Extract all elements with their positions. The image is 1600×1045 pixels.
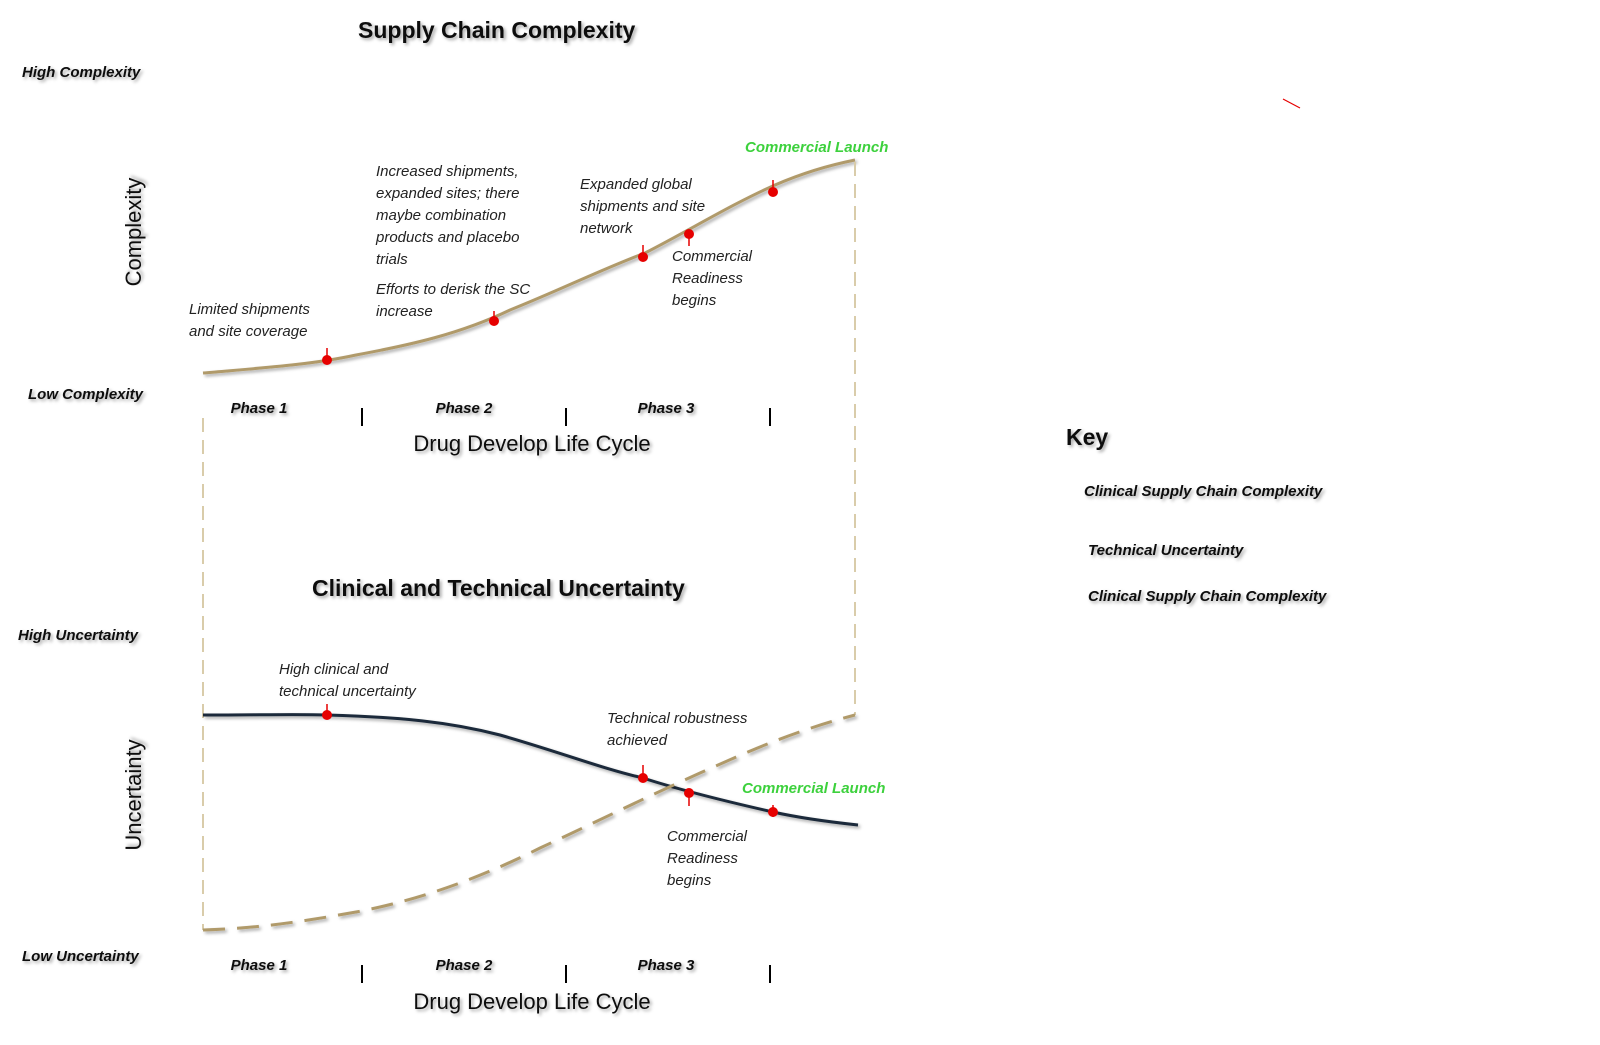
- top-complexity-curve: [202, 158, 856, 375]
- bottom-complexity-dashed-curve: [202, 713, 856, 932]
- top-y-high-label: High Complexity: [22, 64, 141, 81]
- bottom-uncertainty-curve: [202, 713, 859, 827]
- bottom-phase-1-label: Phase 1: [231, 957, 288, 974]
- bottom-phase-2-label: Phase 2: [436, 957, 493, 974]
- bottom-launch-label: Commercial Launch: [742, 780, 885, 797]
- bottom-annotation-high-uncertainty: High clinical and technical uncertainty: [279, 661, 417, 700]
- top-y-axis-label: Complexity: [121, 178, 146, 287]
- top-milestone-marker: [322, 348, 332, 365]
- bottom-y-high-label: High Uncertainty: [18, 627, 139, 644]
- bottom-chart: Clinical and Technical Uncertainty High …: [18, 575, 902, 1018]
- stray-red-mark: [1282, 98, 1301, 109]
- top-milestone-marker: [768, 180, 778, 197]
- top-chart: Supply Chain Complexity High Complexity …: [22, 17, 902, 462]
- key-item-label: Clinical Supply Chain Complexity: [1084, 483, 1323, 500]
- bottom-milestone-marker: [322, 704, 332, 720]
- top-phase-3-label: Phase 3: [638, 400, 695, 417]
- top-x-axis-label: Drug Develop Life Cycle: [413, 431, 650, 456]
- bottom-y-axis-label: Uncertainty: [121, 739, 146, 850]
- top-annotation-limited-shipments: Limited shipments and site coverage: [189, 301, 314, 340]
- top-launch-label: Commercial Launch: [745, 139, 888, 156]
- top-annotation-expanded-global: Expanded global shipments and site netwo…: [580, 176, 709, 237]
- bottom-milestone-marker: [768, 805, 778, 817]
- top-milestone-marker: [638, 245, 648, 262]
- top-y-low-label: Low Complexity: [28, 386, 144, 403]
- key-legend: Key Clinical Supply Chain Complexity Tec…: [900, 424, 1327, 605]
- key-item-label: Clinical Supply Chain Complexity: [1088, 588, 1327, 605]
- bottom-chart-title: Clinical and Technical Uncertainty: [312, 575, 685, 601]
- top-annotation-increased-shipments: Increased shipments, expanded sites; the…: [375, 163, 524, 268]
- top-milestone-marker: [489, 311, 499, 326]
- bottom-x-axis-label: Drug Develop Life Cycle: [413, 989, 650, 1014]
- top-phase-1-label: Phase 1: [231, 400, 288, 417]
- top-annotation-derisk: Efforts to derisk the SC increase: [376, 281, 534, 320]
- top-phase-2-label: Phase 2: [436, 400, 493, 417]
- bottom-y-low-label: Low Uncertainty: [22, 948, 139, 965]
- bottom-annotation-robustness: Technical robustness achieved: [607, 710, 752, 749]
- top-annotation-commercial-readiness: Commercial Readiness begins: [672, 248, 756, 309]
- key-title: Key: [1066, 424, 1108, 450]
- top-chart-title: Supply Chain Complexity: [358, 17, 636, 43]
- bottom-annotation-commercial-readiness: Commercial Readiness begins: [667, 828, 751, 889]
- bottom-phase-3-label: Phase 3: [638, 957, 695, 974]
- bottom-milestone-marker: [684, 788, 694, 806]
- top-milestone-marker: [684, 229, 694, 246]
- key-item-label: Technical Uncertainty: [1088, 542, 1244, 559]
- bottom-milestone-marker: [638, 765, 648, 783]
